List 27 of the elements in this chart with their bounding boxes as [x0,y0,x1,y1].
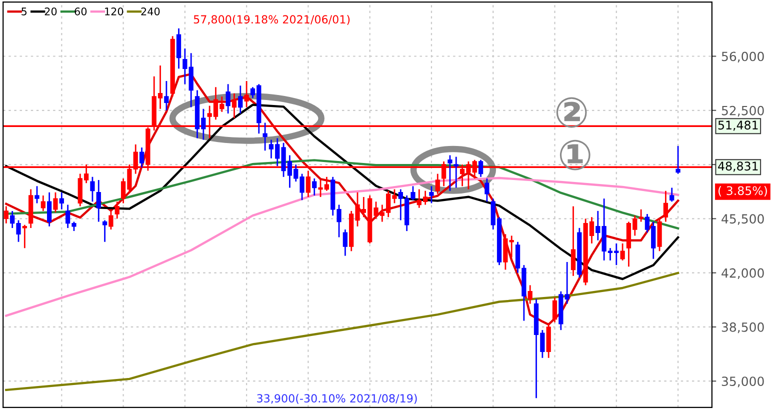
text: ( 3.85%) [718,186,767,197]
ref-line-label: 51,481 [718,120,758,131]
candlestick [108,210,114,230]
legend-label: 60 [74,7,87,16]
ref-line-label: 48,831 [718,162,758,172]
y-tick-label: 38,500 [722,322,764,334]
y-tick-label: 35,000 [722,376,764,388]
candlestick [448,154,452,192]
y-tick-label: 52,500 [722,106,764,117]
candlestick [484,178,490,202]
legend-label: 240 [141,7,160,16]
legend-label: 5 [22,8,27,16]
annotation: 57,800(19.18% 2021/06/01) [194,14,350,25]
legend-label: 120 [105,7,124,16]
legend-label: 20 [44,7,57,16]
y-tick-label: 56,000 [722,52,764,62]
annotation: 33,900(-30.10% 2021/08/19) [257,394,417,404]
line-series [5,72,680,326]
candlestick [429,185,434,204]
line-series [5,176,680,317]
y-tick-label: 42,000 [722,268,764,280]
candlestick [34,185,40,204]
candlestick [262,122,268,152]
annotation: ② [556,97,587,128]
y-tick-label: 45,500 [722,214,764,225]
annotation: ① [560,140,590,170]
line-series [5,272,680,392]
